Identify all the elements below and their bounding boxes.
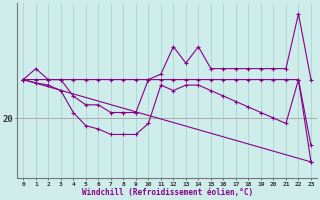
- X-axis label: Windchill (Refroidissement éolien,°C): Windchill (Refroidissement éolien,°C): [82, 188, 253, 197]
